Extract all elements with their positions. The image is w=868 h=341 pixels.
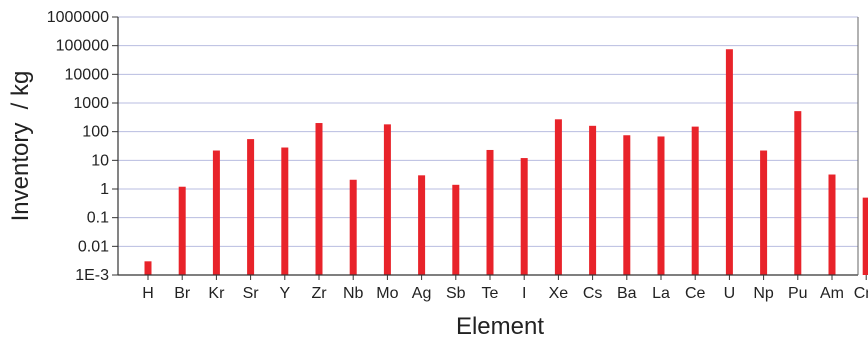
y-tick-label: 1000000 [47,9,109,26]
x-tick-label: Br [174,285,191,302]
bar-y [281,147,289,275]
x-tick-label: Cm [854,285,868,302]
bar-i [520,158,528,275]
bar-h [144,261,152,275]
x-tick-label: H [142,285,154,302]
x-tick-label: Cs [583,285,603,302]
x-tick-label: Y [279,285,290,302]
bar-br [178,186,186,275]
y-tick-label: 1000 [73,95,109,112]
bar-kr [212,150,220,275]
x-tick-label: Xe [549,285,569,302]
bar-am [828,174,836,275]
x-tick-label: Sr [243,285,260,302]
y-tick-label: 1E-3 [75,267,109,284]
x-tick-label: Ba [617,285,637,302]
bar-xe [554,119,562,275]
y-tick-label: 100000 [56,38,109,55]
x-tick-label: Ag [412,285,432,302]
bar-sr [247,139,255,275]
x-tick-label: U [724,285,736,302]
x-tick-label: Ce [685,285,706,302]
bar-pu [794,111,802,275]
bar-u [725,49,733,275]
bar-cs [589,125,597,276]
y-axis-title: Inventory / kg [7,71,34,222]
x-tick-label: Nb [343,285,364,302]
bar-la [657,136,665,275]
x-tick-label: Np [753,285,774,302]
y-tick-label: 0.1 [87,210,109,227]
bar-ba [623,135,631,275]
x-tick-label: Kr [208,285,225,302]
y-tick-label: 1 [100,181,109,198]
bar-ce [691,126,699,276]
x-tick-label: La [652,285,670,302]
bar-mo [383,124,391,276]
x-tick-label: I [522,285,526,302]
x-axis-title: Element [456,313,544,340]
bar-ag [418,175,426,275]
x-tick-label: Sb [446,285,466,302]
x-tick-label: Te [482,285,499,302]
y-tick-label: 100 [82,124,109,141]
x-tick-label: Pu [788,285,808,302]
y-tick-label: 10000 [65,66,110,83]
y-tick-labels: 1E-3 0.01 0.1 1 10 100 1000 10000 100000 1000000 [47,9,109,284]
bar-zr [315,123,323,275]
bar-sb [452,184,460,275]
x-tick-labels: H Br Kr Sr Y Zr Nb Mo Ag Sb Te I Xe Cs Ba La Ce U Np Pu Am Cm [142,285,868,302]
x-tick-label: Zr [311,285,327,302]
x-tick-label: Am [820,285,844,302]
bar-te [486,149,494,275]
bars [144,49,868,276]
bar-nb [349,179,357,275]
x-tick-label: Mo [376,285,398,302]
bar-cm [862,197,868,275]
y-tick-label: 0.01 [78,238,109,255]
y-tick-label: 10 [91,152,109,169]
bar-np [760,150,768,275]
axes [112,16,867,280]
